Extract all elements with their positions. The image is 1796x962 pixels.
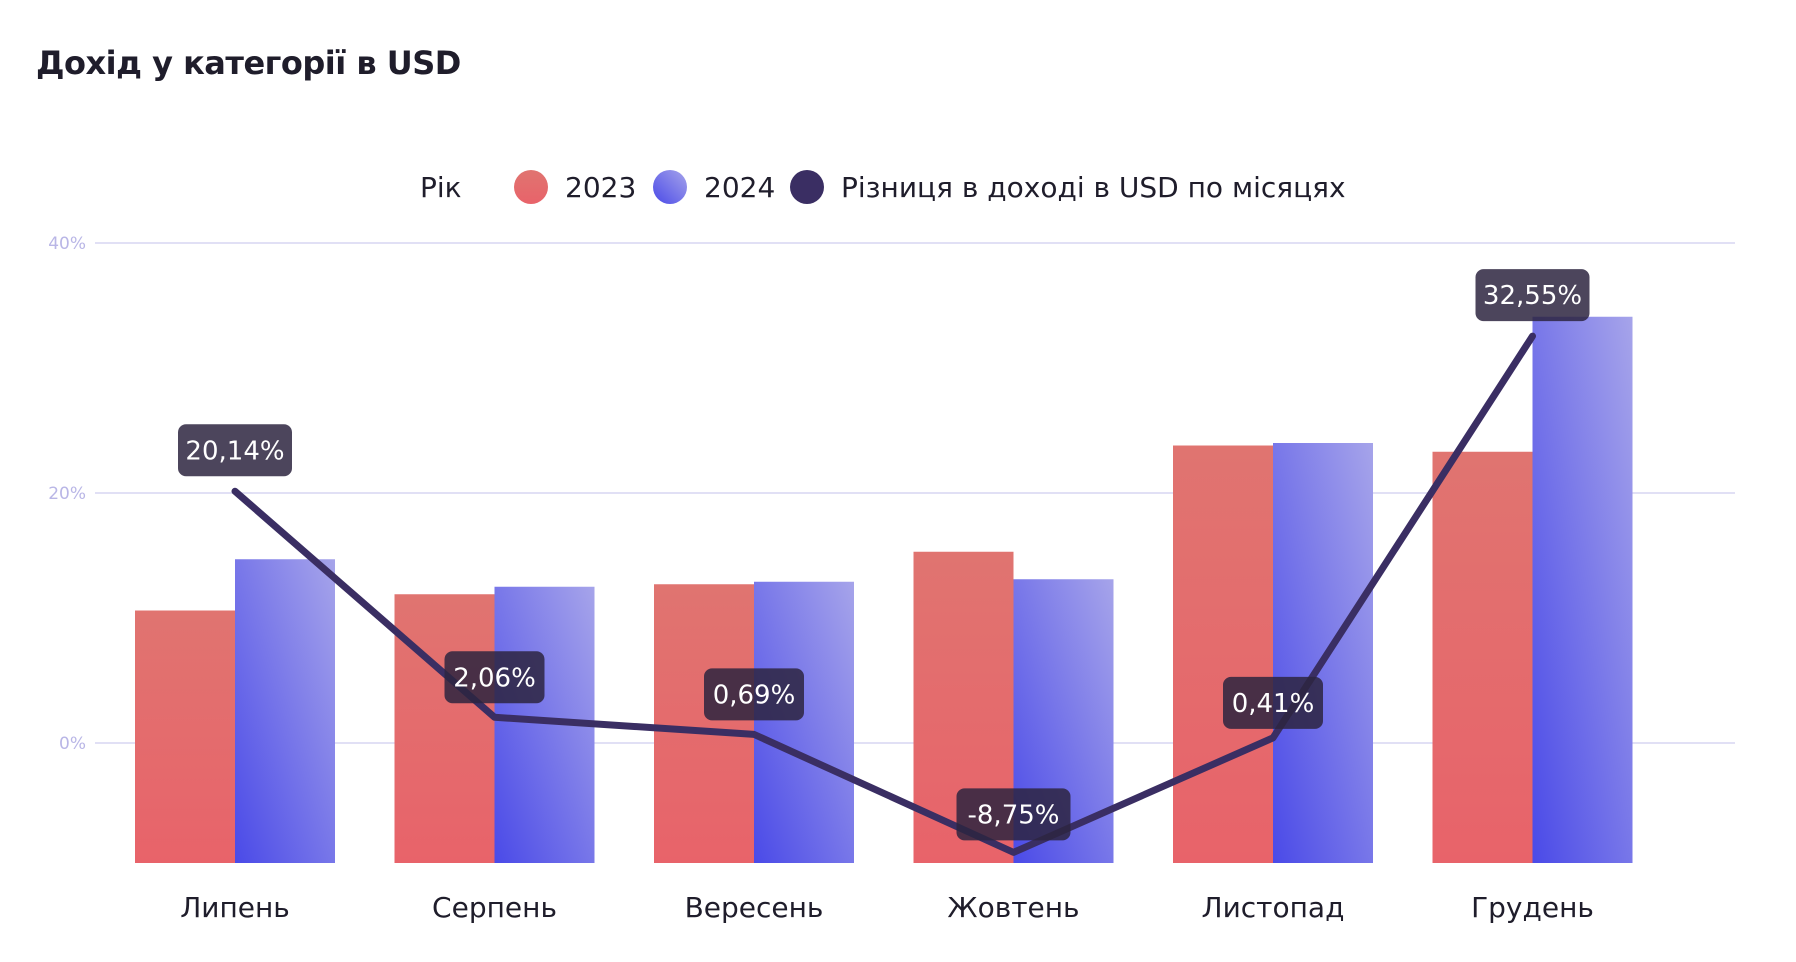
legend-label-1: 2023 xyxy=(565,171,636,204)
data-labels: 20,14% 2,06% 0,69% -8,75% 0,41% 32,55% xyxy=(178,269,1590,841)
data-label-1: 20,14% xyxy=(178,424,292,477)
bar-2023-6 xyxy=(1432,451,1533,863)
x-tick-label: Вересень xyxy=(685,891,824,924)
data-label-5: 0,41% xyxy=(1223,676,1323,729)
data-label-4: -8,75% xyxy=(956,788,1071,841)
line-point-2 xyxy=(491,714,498,721)
x-tick-label: Грудень xyxy=(1471,891,1594,924)
bar-2023-1 xyxy=(135,610,235,863)
line-point-1 xyxy=(232,488,238,495)
legend-marker-3 xyxy=(790,170,824,204)
data-label-2: 2,06% xyxy=(444,651,545,704)
data-label-text: 20,14% xyxy=(185,436,284,466)
x-tick-label: Липень xyxy=(180,891,290,924)
y-tick-label: 20% xyxy=(48,484,86,504)
bar-2023-5 xyxy=(1173,445,1273,863)
data-label-text: 0,69% xyxy=(713,680,796,710)
line-point-3 xyxy=(751,731,757,738)
x-tick-label: Листопад xyxy=(1202,891,1345,924)
bar-2024-1 xyxy=(235,559,335,863)
data-label-6: 32,55% xyxy=(1475,269,1590,322)
x-tick-label: Серпень xyxy=(432,891,557,924)
line-point-6 xyxy=(1529,333,1536,340)
data-label-box xyxy=(704,668,804,721)
y-tick-label: 0% xyxy=(59,734,86,754)
data-label-text: 32,55% xyxy=(1483,281,1582,311)
data-label-box xyxy=(956,788,1071,841)
legend-title: Рік xyxy=(420,171,462,204)
line-point-4 xyxy=(1010,849,1017,856)
legend-label-3: Різниця в доході в USD по місяцях xyxy=(841,171,1346,204)
data-label-text: -8,75% xyxy=(968,800,1060,830)
legend: Рік 2023 2024 Різниця в доході в USD по міс… xyxy=(420,170,1346,204)
bar-2024-6 xyxy=(1532,316,1633,863)
bar-2023-3 xyxy=(654,584,754,863)
line-point-5 xyxy=(1270,734,1276,741)
y-tick-label: 40% xyxy=(48,234,86,254)
data-label-3: 0,69% xyxy=(704,668,804,721)
x-tick-label: Жовтень xyxy=(947,891,1079,924)
bar-2024-5 xyxy=(1273,443,1373,863)
data-label-text: 0,41% xyxy=(1232,689,1315,719)
data-label-text: 2,06% xyxy=(453,663,536,693)
x-axis: Липень Серпень Вересень Жовтень Листопад Груд… xyxy=(180,891,1594,924)
legend-marker-1 xyxy=(514,170,548,204)
bars xyxy=(135,316,1633,863)
chart-title: Дохід у категорії в USD xyxy=(36,44,461,82)
data-label-box xyxy=(444,651,545,704)
bar-2024-3 xyxy=(754,581,854,863)
data-label-box xyxy=(178,424,292,477)
legend-marker-2 xyxy=(653,170,687,204)
legend-label-2: 2024 xyxy=(704,171,775,204)
data-label-box xyxy=(1475,269,1590,322)
bar-2023-2 xyxy=(394,594,495,863)
data-label-box xyxy=(1223,676,1323,729)
